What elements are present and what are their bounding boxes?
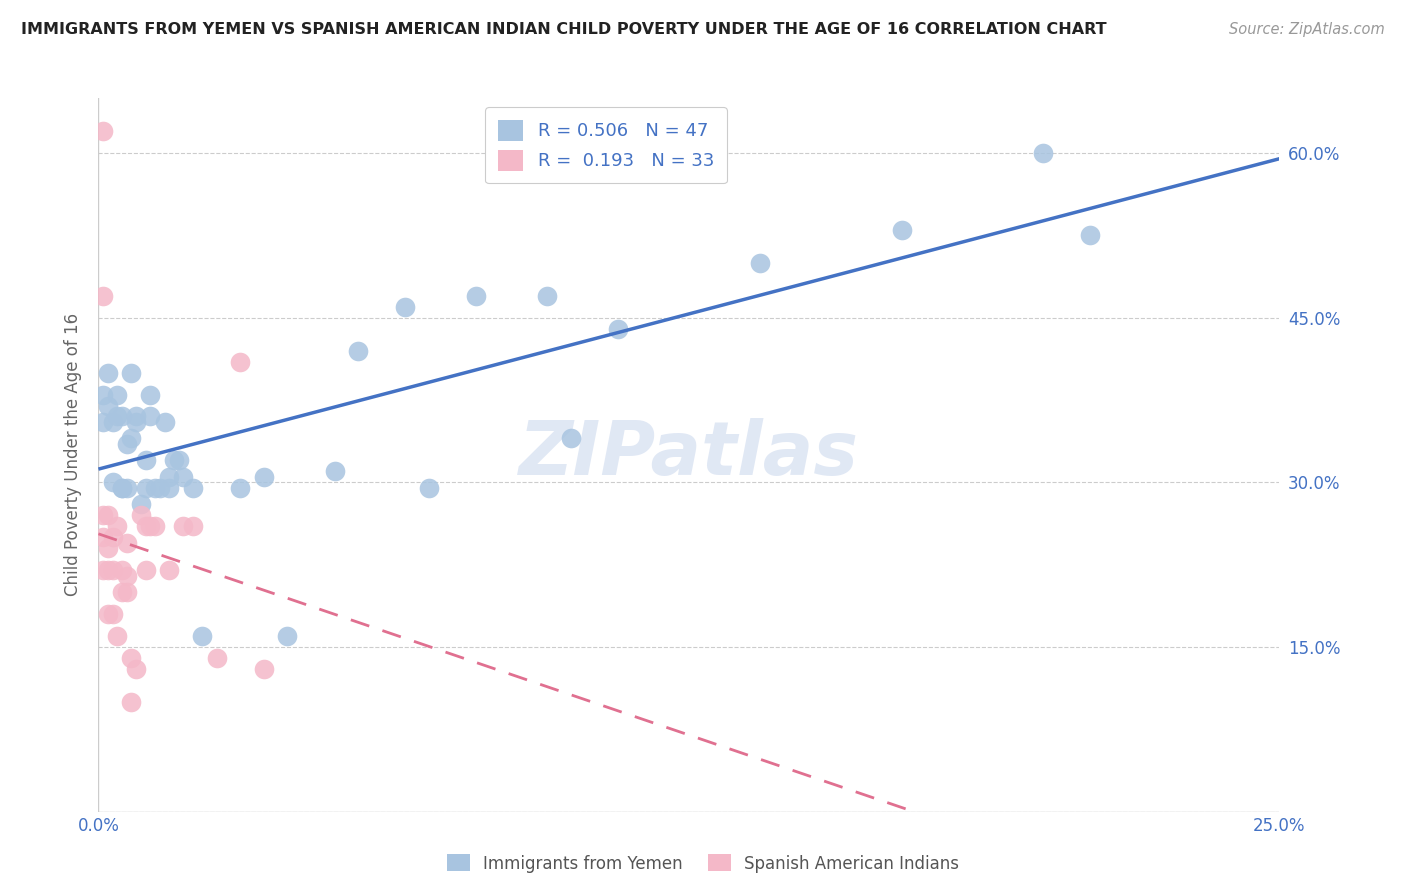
Legend: Immigrants from Yemen, Spanish American Indians: Immigrants from Yemen, Spanish American … [440, 847, 966, 880]
Point [323, 464, 346, 478]
Point [105, 629, 128, 643]
Point [253, 470, 276, 484]
Point [181, 481, 204, 495]
Point [153, 415, 176, 429]
Point [181, 519, 204, 533]
Point [101, 563, 124, 577]
Point [101, 475, 124, 490]
Text: IMMIGRANTS FROM YEMEN VS SPANISH AMERICAN INDIAN CHILD POVERTY UNDER THE AGE OF : IMMIGRANTS FROM YEMEN VS SPANISH AMERICA… [21, 22, 1107, 37]
Point [139, 519, 162, 533]
Point [135, 563, 157, 577]
Point [97, 366, 120, 380]
Point [149, 481, 172, 495]
Point [101, 530, 124, 544]
Point [91, 530, 114, 544]
Point [91, 508, 114, 523]
Legend: R = 0.506   N = 47, R =  0.193   N = 33: R = 0.506 N = 47, R = 0.193 N = 33 [485, 107, 727, 183]
Point [129, 497, 152, 511]
Point [229, 481, 252, 495]
Point [111, 563, 134, 577]
Point [607, 321, 630, 335]
Point [121, 432, 143, 446]
Point [748, 256, 770, 270]
Point [121, 651, 143, 665]
Point [125, 409, 148, 424]
Point [91, 124, 114, 138]
Point [418, 481, 440, 495]
Point [135, 481, 157, 495]
Point [121, 695, 143, 709]
Point [139, 387, 162, 401]
Text: ZIPatlas: ZIPatlas [519, 418, 859, 491]
Point [91, 415, 114, 429]
Point [129, 508, 152, 523]
Point [97, 508, 120, 523]
Point [115, 568, 138, 582]
Point [91, 289, 114, 303]
Point [157, 470, 180, 484]
Point [115, 585, 138, 599]
Point [105, 519, 128, 533]
Point [97, 399, 120, 413]
Point [125, 662, 148, 676]
Point [111, 481, 134, 495]
Point [347, 343, 370, 358]
Point [121, 366, 143, 380]
Point [111, 585, 134, 599]
Point [115, 535, 138, 549]
Point [253, 662, 276, 676]
Point [172, 470, 194, 484]
Point [135, 453, 157, 467]
Point [157, 563, 180, 577]
Point [97, 607, 120, 621]
Point [125, 415, 148, 429]
Point [97, 541, 120, 556]
Point [205, 651, 228, 665]
Point [560, 432, 582, 446]
Point [890, 223, 912, 237]
Point [157, 481, 180, 495]
Point [1032, 146, 1054, 161]
Point [105, 387, 128, 401]
Point [101, 607, 124, 621]
Point [167, 453, 190, 467]
Point [139, 409, 162, 424]
Point [115, 481, 138, 495]
Point [91, 387, 114, 401]
Point [91, 563, 114, 577]
Point [536, 289, 558, 303]
Point [143, 481, 166, 495]
Point [191, 629, 214, 643]
Point [97, 563, 120, 577]
Point [135, 519, 157, 533]
Point [143, 519, 166, 533]
Point [115, 437, 138, 451]
Point [101, 415, 124, 429]
Y-axis label: Child Poverty Under the Age of 16: Child Poverty Under the Age of 16 [65, 313, 83, 597]
Point [1080, 228, 1102, 243]
Point [105, 409, 128, 424]
Point [229, 354, 252, 368]
Text: Source: ZipAtlas.com: Source: ZipAtlas.com [1229, 22, 1385, 37]
Point [394, 300, 416, 314]
Point [465, 289, 488, 303]
Point [111, 481, 134, 495]
Point [111, 409, 134, 424]
Point [163, 453, 186, 467]
Point [172, 519, 194, 533]
Point [276, 629, 298, 643]
